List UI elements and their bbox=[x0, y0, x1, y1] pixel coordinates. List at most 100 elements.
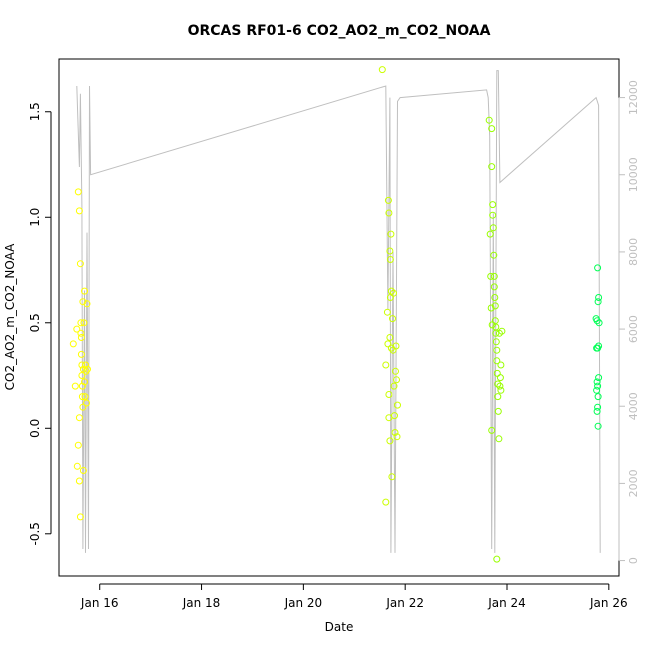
data-point bbox=[69, 340, 77, 348]
data-point bbox=[594, 382, 602, 390]
data-point bbox=[81, 287, 88, 295]
data-point bbox=[485, 116, 493, 124]
data-point bbox=[75, 207, 83, 215]
y2-tick-label: 8000 bbox=[627, 238, 640, 266]
data-point bbox=[497, 386, 505, 394]
data-point bbox=[385, 209, 393, 217]
data-point bbox=[78, 393, 86, 401]
data-point bbox=[595, 294, 603, 301]
data-point bbox=[83, 399, 90, 407]
y-tick-label: 1.5 bbox=[28, 102, 42, 121]
data-point bbox=[594, 403, 602, 411]
data-point bbox=[492, 329, 500, 337]
data-point bbox=[393, 433, 401, 441]
data-point bbox=[78, 361, 86, 369]
y2-tick-label: 0 bbox=[627, 557, 640, 564]
data-point bbox=[491, 302, 499, 310]
data-point bbox=[388, 473, 396, 481]
data-point bbox=[79, 403, 87, 411]
data-point bbox=[385, 391, 393, 398]
data-point bbox=[378, 66, 386, 74]
data-point bbox=[74, 441, 82, 449]
data-point bbox=[383, 308, 391, 316]
data-point bbox=[81, 393, 89, 401]
x-tick-label: Jan 16 bbox=[80, 596, 119, 610]
data-point bbox=[495, 435, 503, 443]
data-point bbox=[494, 393, 502, 401]
data-point bbox=[77, 329, 85, 337]
data-point bbox=[73, 462, 81, 470]
data-point bbox=[491, 294, 499, 301]
data-point bbox=[77, 350, 85, 358]
data-point bbox=[382, 361, 390, 369]
data-point bbox=[489, 224, 497, 232]
data-point bbox=[392, 342, 400, 350]
data-point bbox=[493, 357, 501, 365]
data-point bbox=[493, 555, 501, 563]
data-point bbox=[73, 325, 81, 333]
data-point bbox=[490, 272, 498, 280]
data-point bbox=[78, 382, 86, 390]
x-tick-label: Jan 24 bbox=[487, 596, 526, 610]
data-point bbox=[387, 287, 395, 295]
data-point bbox=[389, 315, 396, 323]
y2-tick-label: 12000 bbox=[627, 80, 640, 115]
data-point bbox=[593, 386, 601, 394]
data-point bbox=[490, 251, 498, 259]
data-point bbox=[386, 334, 394, 341]
data-point bbox=[390, 382, 398, 390]
y2-tick-label: 6000 bbox=[627, 315, 640, 343]
y-tick-label: 0.5 bbox=[28, 313, 42, 332]
data-point bbox=[595, 319, 603, 327]
data-point bbox=[76, 260, 84, 268]
chart-title: ORCAS RF01-6 CO2_AO2_m_CO2_NOAA bbox=[188, 23, 491, 39]
y2-tick-label: 10000 bbox=[627, 157, 640, 192]
data-point bbox=[76, 513, 84, 521]
data-point bbox=[74, 188, 82, 196]
y-tick-label: -0.5 bbox=[28, 522, 42, 545]
data-point bbox=[496, 374, 504, 382]
data-point bbox=[384, 340, 392, 348]
data-point bbox=[382, 498, 390, 506]
data-point bbox=[81, 378, 88, 386]
data-point bbox=[392, 367, 399, 375]
altitude-layer bbox=[76, 70, 601, 553]
data-point bbox=[493, 346, 501, 354]
data-point bbox=[77, 319, 85, 327]
data-point bbox=[384, 196, 392, 204]
data-point bbox=[75, 477, 83, 485]
data-point bbox=[487, 304, 495, 312]
data-point bbox=[385, 414, 393, 422]
x-tick-label: Jan 20 bbox=[284, 596, 323, 610]
data-point bbox=[386, 247, 394, 255]
data-point bbox=[594, 298, 602, 306]
data-point bbox=[488, 321, 496, 329]
data-point bbox=[494, 407, 502, 415]
x-tick-label: Jan 22 bbox=[385, 596, 424, 610]
data-point bbox=[488, 163, 496, 171]
data-point bbox=[593, 317, 601, 325]
data-point bbox=[496, 382, 504, 390]
axes-layer: Jan 16 Jan 18 Jan 20 Jan 22 Jan 24 Jan 26 -0.5… bbox=[28, 80, 640, 610]
data-point bbox=[79, 467, 87, 474]
x-tick-label: Jan 26 bbox=[589, 596, 628, 610]
data-point bbox=[488, 125, 496, 133]
y2-tick-label: 2000 bbox=[627, 469, 640, 497]
altitude-line bbox=[76, 70, 601, 553]
data-point bbox=[595, 342, 603, 350]
data-point bbox=[498, 327, 506, 335]
data-point bbox=[394, 401, 401, 409]
data-point bbox=[386, 256, 394, 263]
y-tick-label: 1.0 bbox=[28, 208, 42, 227]
data-point bbox=[386, 294, 394, 301]
data-point bbox=[594, 422, 602, 430]
points-layer bbox=[69, 66, 603, 563]
x-tick-label: Jan 18 bbox=[182, 596, 221, 610]
data-point bbox=[71, 382, 79, 390]
data-point bbox=[489, 211, 497, 219]
x-axis-label: Date bbox=[325, 620, 354, 634]
data-point bbox=[391, 429, 399, 436]
data-point bbox=[386, 437, 394, 445]
data-point bbox=[593, 407, 601, 415]
